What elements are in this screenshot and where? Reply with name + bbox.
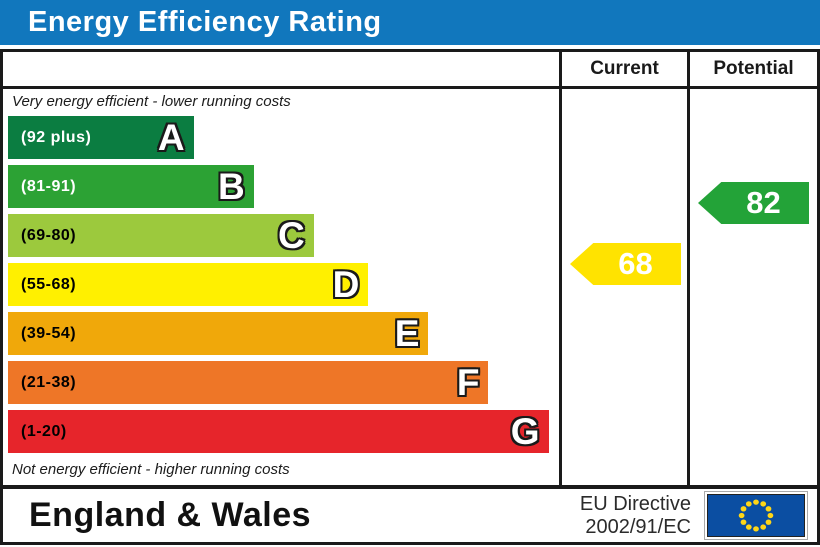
band-c-letter: C <box>278 215 305 256</box>
eu-directive-line1: EU Directive <box>579 492 691 515</box>
band-a-letter: A <box>157 117 185 158</box>
band-b: (81-91) B <box>8 165 254 208</box>
band-d: (55-68) D <box>8 263 369 306</box>
eu-directive-line2: 2002/91/EC <box>585 515 691 538</box>
band-d-letter: D <box>332 264 360 305</box>
rating-table: Current Potential Very energy efficient … <box>3 52 817 489</box>
band-e: (39-54) E <box>8 312 429 355</box>
region-label: England & Wales <box>29 496 312 534</box>
eu-flag-image <box>707 494 805 537</box>
band-a-range: (92 plus) <box>21 128 92 146</box>
footer: England & Wales EU Directive 2002/91/EC <box>3 489 817 542</box>
band-g: (1-20) G <box>8 410 549 453</box>
note-efficient: Very energy efficient - lower running co… <box>12 93 291 110</box>
band-f-range: (21-38) <box>21 373 77 391</box>
band-d-range: (55-68) <box>21 275 77 293</box>
potential-rating-column: 82 <box>690 89 817 485</box>
band-b-letter: B <box>217 166 245 207</box>
epc-chart-frame: Current Potential Very energy efficient … <box>0 49 820 545</box>
current-rating-column: 68 <box>562 89 690 485</box>
column-header-potential: Potential <box>713 58 794 79</box>
eu-flag <box>704 491 808 540</box>
page-title: Energy Efficiency Rating <box>0 0 820 45</box>
band-c-range: (69-80) <box>21 226 77 244</box>
current-rating-arrow: 68 <box>570 243 681 285</box>
potential-rating-arrow: 82 <box>698 182 809 224</box>
band-a: (92 plus) A <box>8 116 194 159</box>
band-f: (21-38) F <box>8 361 489 404</box>
note-not-efficient: Not energy efficient - higher running co… <box>12 461 290 478</box>
table-body-row: Very energy efficient - lower running co… <box>3 89 817 485</box>
eu-flag-stars <box>738 499 774 532</box>
band-b-range: (81-91) <box>21 177 77 195</box>
band-g-range: (1-20) <box>21 422 67 440</box>
band-e-letter: E <box>394 313 420 354</box>
rating-scale: Very energy efficient - lower running co… <box>3 89 562 485</box>
header-spacer-cell <box>3 52 562 86</box>
band-f-letter: F <box>456 362 480 403</box>
band-e-range: (39-54) <box>21 324 77 342</box>
column-header-current: Current <box>562 52 690 86</box>
table-header-row: Current Potential <box>3 52 817 89</box>
band-g-letter: G <box>510 411 540 452</box>
band-c: (69-80) C <box>8 214 314 257</box>
eu-directive-label: EU Directive 2002/91/EC <box>580 493 691 539</box>
